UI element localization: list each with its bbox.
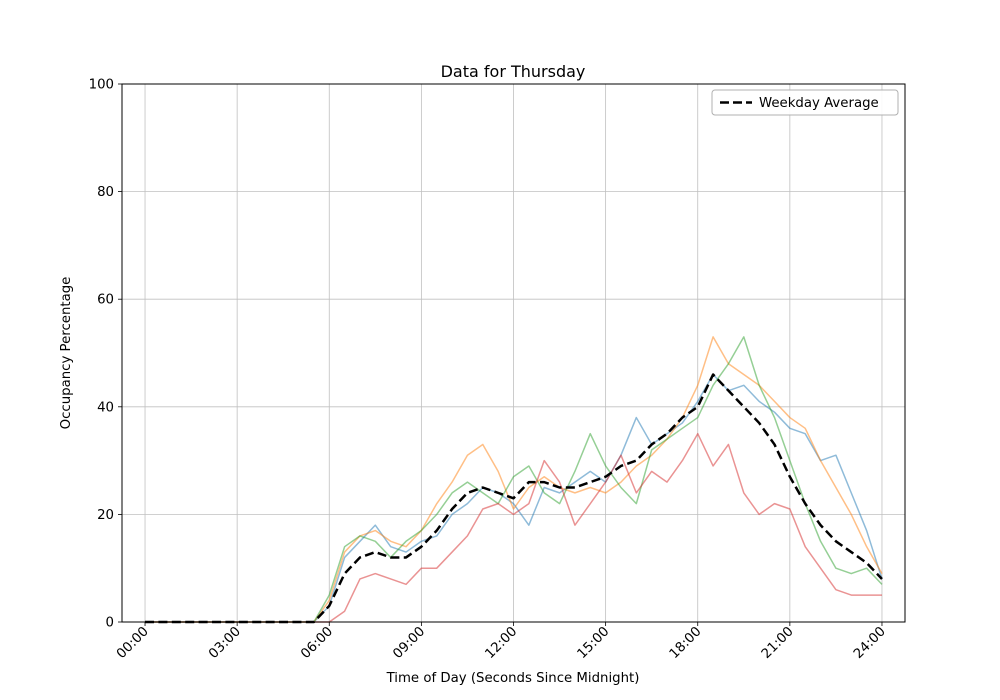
y-axis-label: Occupancy Percentage (59, 277, 74, 430)
tick-marks-and-labels: 00:00 03:00 06:00 09:00 12:00 15:00 18:00 21:00… (89, 78, 889, 662)
x-axis-label: Time of Day (Seconds Since Midnight) (386, 671, 640, 686)
legend-entry-weekday-average: Weekday Average (759, 96, 879, 111)
x-tick-label: 24:00 (851, 624, 889, 662)
y-tick-label: 0 (106, 616, 114, 631)
y-tick-label: 80 (97, 185, 114, 200)
y-tick-label: 60 (97, 293, 114, 308)
x-tick-label: 00:00 (114, 624, 152, 662)
x-tick-label: 06:00 (298, 624, 336, 662)
x-tick-label: 09:00 (391, 624, 429, 662)
legend: Weekday Average (711, 89, 899, 116)
x-tick-label: 03:00 (206, 624, 244, 662)
chart-title: Data for Thursday (441, 62, 586, 81)
grid-lines (122, 83, 905, 623)
x-tick-label: 12:00 (483, 624, 521, 662)
x-tick-label: 21:00 (759, 624, 797, 662)
y-tick-label: 20 (97, 508, 114, 523)
y-tick-label: 100 (89, 78, 114, 93)
y-tick-label: 40 (97, 400, 114, 415)
x-tick-label: 15:00 (575, 624, 613, 662)
x-tick-label: 18:00 (667, 624, 705, 662)
legend-box (711, 89, 899, 116)
